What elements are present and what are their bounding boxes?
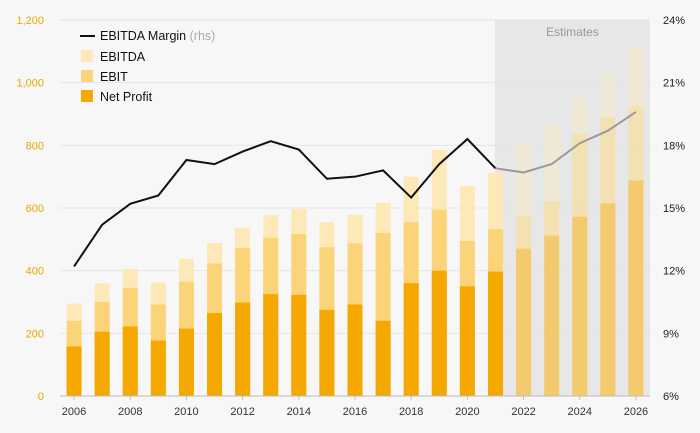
x-tick-label: 2026	[624, 406, 648, 418]
bar-ebitda	[572, 98, 588, 396]
y-right-tick-label: 12%	[663, 266, 685, 278]
bar-ebitda	[516, 145, 532, 396]
estimates-label: Estimates	[546, 25, 599, 39]
bar-net-profit	[600, 203, 616, 396]
x-tick-label: 2012	[230, 406, 254, 418]
estimates-region: Estimates	[494, 20, 650, 396]
bar-net-profit	[572, 216, 588, 396]
bar-ebit	[572, 134, 588, 396]
bar-net-profit	[431, 270, 447, 396]
legend-swatch-net-profit	[81, 90, 93, 102]
legend-label-ebit: EBIT	[100, 70, 128, 84]
bar-ebitda	[544, 124, 560, 396]
bar-net-profit	[628, 180, 644, 396]
bar-ebit	[600, 117, 616, 396]
x-tick-label: 2008	[118, 406, 142, 418]
bar-net-profit	[178, 328, 194, 396]
line-estimate	[495, 111, 637, 174]
bar-net-profit	[207, 312, 223, 396]
bars	[66, 47, 644, 397]
y-left-tick-label: 1,200	[16, 15, 44, 27]
bar-net-profit	[94, 331, 110, 396]
legend-swatch-ebitda	[81, 50, 93, 62]
bar-net-profit	[263, 294, 279, 396]
x-tick-label: 2020	[455, 406, 479, 418]
bar-net-profit	[375, 320, 391, 396]
line-actual	[73, 137, 497, 268]
x-tick-label: 2014	[287, 406, 311, 418]
y-right-tick-label: 24%	[663, 15, 685, 27]
bar-ebit	[544, 201, 560, 396]
bar-net-profit	[403, 283, 419, 396]
y-left-tick-label: 600	[26, 203, 44, 215]
legend-label-ebitda: EBITDA	[100, 50, 146, 64]
bar-ebitda	[600, 74, 616, 396]
bar-net-profit	[150, 340, 166, 396]
x-tick-label: 2018	[399, 406, 423, 418]
x-tick-label: 2006	[62, 406, 86, 418]
y-left-tick-label: 800	[26, 140, 44, 152]
y-left-tick-label: 200	[26, 328, 44, 340]
x-tick-label: 2024	[568, 406, 592, 418]
y-right-tick-label: 6%	[663, 391, 679, 403]
bar-net-profit	[487, 271, 503, 396]
bar-net-profit	[66, 346, 82, 396]
axes: 0 200 400 600 800 1,000 1,200 6% 9% 12% 15% 18% 21% 2…	[16, 15, 685, 418]
y-right-tick-label: 21%	[663, 78, 685, 90]
bar-net-profit	[347, 304, 363, 396]
legend-swatch-ebit	[81, 70, 93, 82]
bar-net-profit	[516, 248, 532, 396]
y-left-tick-label: 400	[26, 266, 44, 278]
x-tick-label: 2016	[343, 406, 367, 418]
bar-net-profit	[319, 309, 335, 396]
y-right-tick-label: 18%	[663, 140, 685, 152]
legend: EBITDA Margin (rhs) EBITDA EBIT Net Profit	[80, 29, 215, 104]
legend-label-ebitda-margin: EBITDA Margin (rhs)	[100, 29, 215, 43]
bar-net-profit	[122, 326, 138, 396]
estimates-shading	[494, 20, 650, 396]
legend-label-net-profit: Net Profit	[100, 90, 153, 104]
y-right-tick-label: 15%	[663, 203, 685, 215]
bar-net-profit	[291, 294, 307, 396]
y-left-tick-label: 0	[38, 391, 44, 403]
bar-net-profit	[459, 286, 475, 396]
bar-net-profit	[235, 302, 251, 396]
bar-ebit	[516, 215, 532, 396]
bar-net-profit	[544, 235, 560, 396]
bar-ebitda	[628, 47, 644, 396]
x-tick-label: 2022	[511, 406, 535, 418]
y-right-tick-label: 9%	[663, 328, 679, 340]
x-tick-label: 2010	[174, 406, 198, 418]
y-left-tick-label: 1,000	[16, 78, 44, 90]
ebitda-margin-line	[73, 111, 637, 268]
bar-ebit	[628, 106, 644, 397]
